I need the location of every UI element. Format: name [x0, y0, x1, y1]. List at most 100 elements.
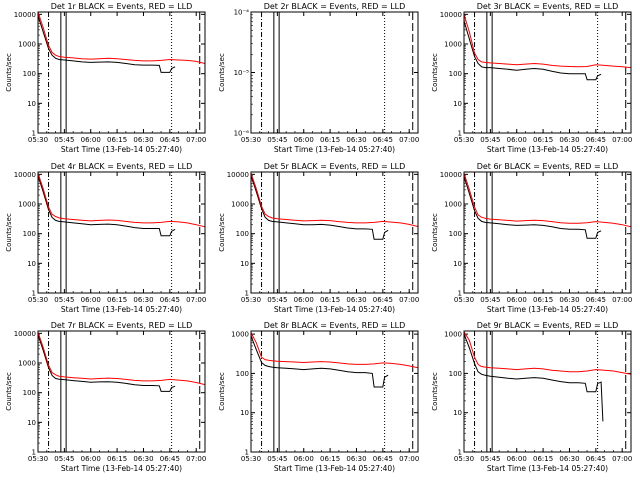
- detector-panel-4: Det 4r BLACK = Events, RED = LLD Counts/s…: [5, 162, 206, 314]
- y-tick-label: 10000: [14, 330, 36, 338]
- x-axis-label: Start Time (13-Feb-14 05:27:40): [274, 145, 395, 154]
- y-tick-label: 1: [458, 449, 462, 457]
- plot-frame: [463, 171, 632, 294]
- y-tick-label: 10: [27, 100, 36, 108]
- panel-title: Det 8r BLACK = Events, RED = LLD: [264, 321, 406, 330]
- panel-title: Det 7r BLACK = Events, RED = LLD: [51, 321, 193, 330]
- plot-frame: [250, 330, 419, 453]
- x-tick-label: 05:45: [54, 296, 74, 304]
- y-tick-label: 1: [32, 130, 36, 138]
- x-axis-label: Start Time (13-Feb-14 05:27:40): [487, 145, 608, 154]
- y-tick-label: 10000: [440, 11, 462, 19]
- panel-title: Det 5r BLACK = Events, RED = LLD: [264, 162, 406, 171]
- x-tick-label: 06:00: [294, 455, 314, 463]
- x-tick-label: 06:30: [559, 136, 579, 144]
- plot-frame: [463, 11, 632, 134]
- y-tick-label: 100: [236, 230, 249, 238]
- x-tick-label: 07:00: [612, 136, 632, 144]
- panel-title: Det 9r BLACK = Events, RED = LLD: [477, 321, 619, 330]
- x-axis-label: Start Time (13-Feb-14 05:27:40): [61, 145, 182, 154]
- detector-panel-8: Det 8r BLACK = Events, RED = LLD Counts/s…: [218, 321, 419, 473]
- x-tick-label: 07:00: [399, 136, 419, 144]
- x-tick-label: 05:30: [28, 455, 48, 463]
- x-tick-label: 07:00: [186, 455, 206, 463]
- y-tick-label: 100: [449, 70, 462, 78]
- y-tick-label: 100: [236, 370, 249, 378]
- series-events: [464, 176, 602, 239]
- y-tick-label: 10: [27, 260, 36, 268]
- x-tick-label: 06:00: [81, 455, 101, 463]
- y-tick-label: 100: [449, 370, 462, 378]
- x-axis-label: Start Time (13-Feb-14 05:27:40): [274, 464, 395, 473]
- x-axis-label: Start Time (13-Feb-14 05:27:40): [61, 464, 182, 473]
- x-tick-label: 06:30: [559, 455, 579, 463]
- y-tick-label: 1: [458, 290, 462, 298]
- x-tick-label: 06:45: [586, 296, 606, 304]
- x-tick-label: 05:45: [267, 455, 287, 463]
- y-tick-label: 10000: [227, 171, 249, 179]
- panel-title: Det 4r BLACK = Events, RED = LLD: [51, 162, 193, 171]
- y-tick-label: 100: [23, 230, 36, 238]
- x-tick-label: 06:15: [533, 455, 553, 463]
- x-tick-label: 06:00: [81, 296, 101, 304]
- x-tick-label: 06:45: [160, 455, 180, 463]
- y-tick-label: 1000: [18, 360, 36, 368]
- x-axis-label: Start Time (13-Feb-14 05:27:40): [487, 305, 608, 314]
- x-tick-label: 07:00: [612, 455, 632, 463]
- detector-panel-5: Det 5r BLACK = Events, RED = LLD Counts/s…: [218, 162, 419, 314]
- x-tick-label: 06:45: [160, 296, 180, 304]
- x-tick-label: 06:15: [533, 136, 553, 144]
- y-axis-label: Counts/sec: [431, 372, 439, 411]
- x-tick-label: 05:30: [241, 455, 261, 463]
- y-tick-label: 100: [23, 389, 36, 397]
- x-tick-label: 07:00: [399, 296, 419, 304]
- x-tick-label: 05:30: [28, 136, 48, 144]
- panel-title: Det 3r BLACK = Events, RED = LLD: [477, 2, 619, 11]
- y-axis-label: Counts/sec: [218, 372, 226, 411]
- x-axis-label: Start Time (13-Feb-14 05:27:40): [274, 305, 395, 314]
- y-axis-label: Counts/sec: [218, 213, 226, 252]
- x-tick-label: 06:00: [81, 136, 101, 144]
- y-tick-label: 10⁻⁴: [234, 9, 250, 17]
- series-lld: [251, 172, 418, 227]
- panel-title: Det 6r BLACK = Events, RED = LLD: [477, 162, 619, 171]
- plot-frame: [250, 171, 419, 294]
- x-tick-label: 05:45: [54, 455, 74, 463]
- series-lld: [464, 331, 631, 375]
- x-tick-label: 06:45: [373, 296, 393, 304]
- x-tick-label: 05:30: [454, 455, 474, 463]
- y-tick-label: 1000: [18, 201, 36, 209]
- x-tick-label: 06:15: [533, 296, 553, 304]
- x-axis-label: Start Time (13-Feb-14 05:27:40): [487, 464, 608, 473]
- x-tick-label: 05:45: [480, 136, 500, 144]
- x-tick-label: 06:00: [507, 136, 527, 144]
- x-tick-label: 05:30: [454, 136, 474, 144]
- x-tick-label: 06:30: [133, 296, 153, 304]
- plot-frame: [37, 11, 206, 134]
- y-tick-label: 1: [32, 290, 36, 298]
- plot-frame: [37, 330, 206, 453]
- plot-frame: [250, 11, 419, 134]
- y-tick-label: 1000: [18, 41, 36, 49]
- x-tick-label: 05:45: [267, 136, 287, 144]
- y-tick-label: 1000: [444, 331, 462, 339]
- y-tick-label: 10⁻⁶: [234, 130, 250, 138]
- y-axis-label: Counts/sec: [218, 53, 226, 92]
- x-tick-label: 06:45: [586, 455, 606, 463]
- y-axis-label: Counts/sec: [431, 53, 439, 92]
- y-tick-label: 1000: [231, 331, 249, 339]
- series-lld: [38, 172, 205, 228]
- x-tick-label: 06:00: [507, 455, 527, 463]
- y-tick-label: 10: [240, 409, 249, 417]
- plot-frame: [37, 171, 206, 294]
- series-events: [38, 334, 176, 392]
- y-axis-label: Counts/sec: [5, 372, 13, 411]
- series-lld: [464, 14, 631, 69]
- y-tick-label: 100: [23, 70, 36, 78]
- y-tick-label: 10: [453, 409, 462, 417]
- x-tick-label: 06:15: [107, 455, 127, 463]
- y-tick-label: 100: [449, 230, 462, 238]
- series-events: [251, 335, 389, 388]
- y-tick-label: 10: [453, 260, 462, 268]
